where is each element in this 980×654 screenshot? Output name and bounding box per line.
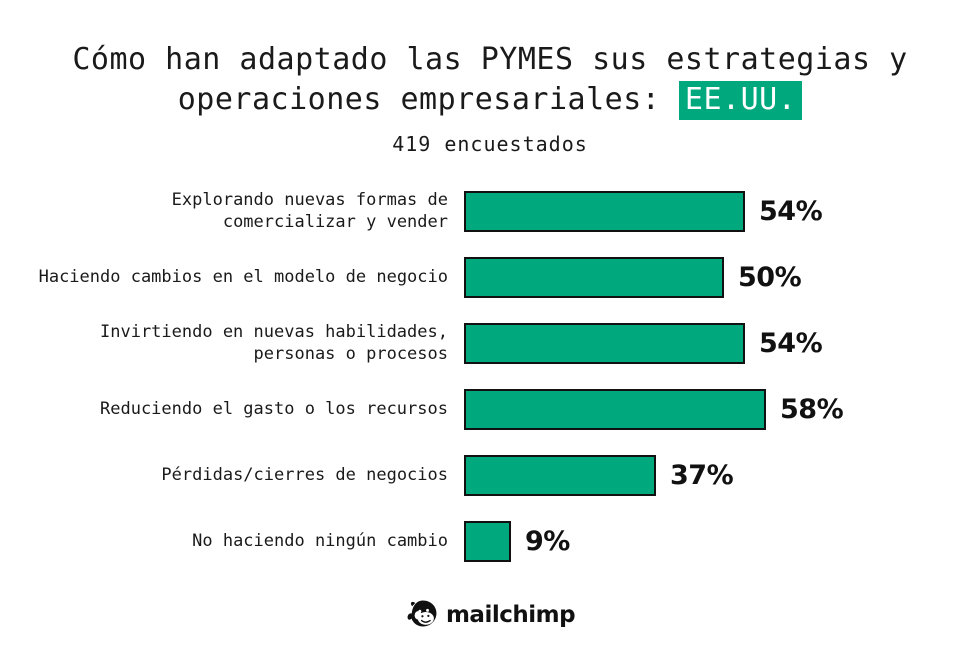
category-label: Invirtiendo en nuevas habilidades, perso… bbox=[100, 322, 448, 364]
bar bbox=[464, 322, 745, 364]
title-line-1: Cómo han adaptado las PYMES sus estrateg… bbox=[72, 42, 908, 77]
bar bbox=[464, 388, 766, 430]
value-label: 54% bbox=[759, 327, 823, 359]
chart-row: Explorando nuevas formas de comercializa… bbox=[0, 178, 980, 244]
bar bbox=[464, 256, 724, 298]
title-highlight-eeuu: EE.UU. bbox=[678, 81, 803, 120]
chart-row: Pérdidas/cierres de negocios 37% bbox=[0, 442, 980, 508]
title-line-2: operaciones empresariales: EE.UU. bbox=[0, 80, 980, 120]
bar bbox=[464, 190, 745, 232]
header: Cómo han adaptado las PYMES sus estrateg… bbox=[0, 0, 980, 156]
mailchimp-wordmark: mailchimp bbox=[445, 602, 576, 628]
category-label: Explorando nuevas formas de comercializa… bbox=[171, 190, 448, 232]
category-label: No haciendo ningún cambio bbox=[192, 531, 448, 551]
chart-row: Haciendo cambios en el modelo de negocio… bbox=[0, 244, 980, 310]
bar-chart: Explorando nuevas formas de comercializa… bbox=[0, 178, 980, 574]
category-label: Pérdidas/cierres de negocios bbox=[161, 465, 448, 485]
value-label: 9% bbox=[525, 525, 570, 557]
chart-row: No haciendo ningún cambio 9% bbox=[0, 508, 980, 574]
value-label: 54% bbox=[759, 195, 823, 227]
bar bbox=[464, 520, 511, 562]
value-label: 58% bbox=[780, 393, 844, 425]
mailchimp-freddie-icon bbox=[407, 600, 437, 627]
value-label: 50% bbox=[738, 261, 802, 293]
chart-row: Invirtiendo en nuevas habilidades, perso… bbox=[0, 310, 980, 376]
footer-brand: mailchimp bbox=[0, 598, 980, 632]
category-label: Reduciendo el gasto o los recursos bbox=[100, 399, 448, 419]
page-title: Cómo han adaptado las PYMES sus estrateg… bbox=[0, 40, 980, 120]
respondents-subtitle: 419 encuestados bbox=[392, 132, 588, 156]
bar bbox=[464, 454, 656, 496]
chart-row: Reduciendo el gasto o los recursos 58% bbox=[0, 376, 980, 442]
value-label: 37% bbox=[670, 459, 734, 491]
category-label: Haciendo cambios en el modelo de negocio bbox=[38, 267, 448, 287]
title-line-2-text: operaciones empresariales: bbox=[177, 82, 679, 117]
